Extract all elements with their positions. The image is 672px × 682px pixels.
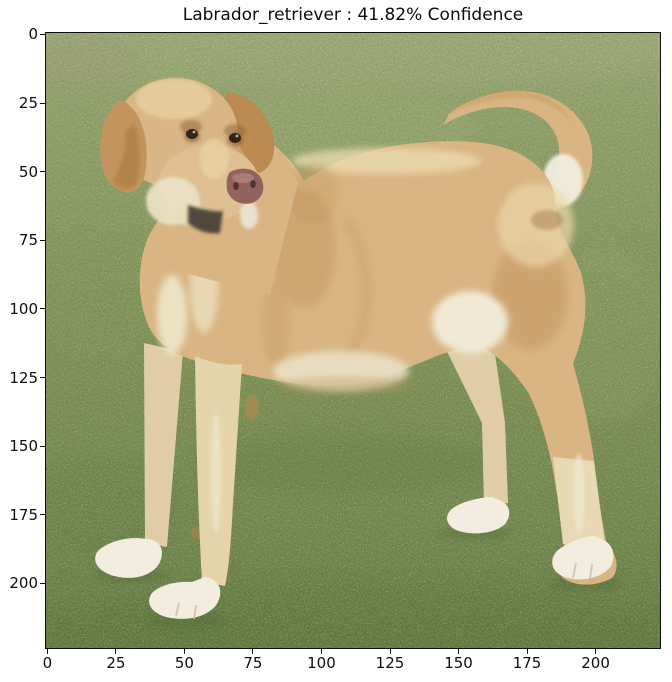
x-tick-label-75: 75	[243, 654, 263, 672]
y-tick-mark	[40, 377, 45, 379]
x-tick-mark	[252, 649, 254, 654]
y-tick-mark	[40, 514, 45, 516]
near-hind-leg	[552, 453, 614, 580]
near-front-leg	[149, 356, 259, 620]
left-nostril	[233, 182, 239, 190]
x-tick-label-125: 125	[375, 654, 405, 672]
x-tick-mark	[526, 649, 528, 654]
figure-title: Labrador_retriever : 41.82% Confidence	[182, 5, 524, 25]
y-tick-mark	[40, 102, 45, 104]
nose-sheen	[232, 173, 254, 183]
flank-white-fluff	[432, 291, 508, 353]
thigh-shading	[492, 240, 568, 350]
x-tick-mark	[458, 649, 460, 654]
far-front-paw	[95, 538, 162, 578]
right-eye	[229, 133, 241, 143]
far-front-leg	[95, 343, 199, 578]
y-tick-label-200: 200	[9, 574, 38, 593]
labrador-photo	[46, 33, 660, 648]
x-tick-label-150: 150	[444, 654, 473, 672]
x-tick-label-175: 175	[512, 654, 542, 672]
far-hind-paw	[446, 497, 510, 534]
y-tick-mark	[40, 33, 45, 35]
y-tick-label-25: 25	[18, 94, 38, 112]
chin-white	[240, 201, 258, 229]
y-tick-mark	[40, 171, 45, 173]
x-tick-mark	[183, 649, 185, 654]
y-tick-mark	[40, 445, 45, 447]
y-tick-label-50: 50	[18, 162, 38, 181]
dog-head	[99, 78, 298, 295]
x-tick-mark	[46, 649, 48, 654]
left-brow-shading	[180, 120, 202, 134]
left-eye	[186, 129, 198, 139]
near-hind-paw	[552, 536, 614, 580]
x-tick-label-200: 200	[581, 654, 610, 672]
right-brow-shading	[224, 124, 246, 138]
x-tick-mark	[320, 649, 322, 654]
leg-spot	[245, 394, 259, 420]
y-tick-label-125: 125	[9, 368, 38, 387]
x-tick-mark	[115, 649, 117, 654]
x-tick-label-25: 25	[106, 654, 126, 672]
y-tick-label-100: 100	[9, 299, 38, 318]
x-tick-mark	[595, 649, 597, 654]
leg-spot	[191, 526, 199, 540]
far-hind-leg	[436, 329, 510, 534]
x-tick-label-0: 0	[42, 654, 53, 672]
x-tick-label-100: 100	[307, 654, 336, 672]
mouth-dark-patch	[188, 205, 223, 234]
right-ear	[225, 93, 275, 173]
right-nostril	[250, 180, 256, 188]
y-tick-mark	[40, 308, 45, 310]
chest-white-blaze	[157, 275, 187, 355]
y-tick-mark	[40, 239, 45, 241]
back-highlight	[291, 148, 481, 174]
y-tick-label-0: 0	[28, 25, 38, 44]
y-tick-label-75: 75	[18, 231, 38, 250]
rib-shading	[339, 215, 373, 367]
y-tick-mark	[40, 582, 45, 584]
x-tick-mark	[389, 649, 391, 654]
near-front-paw	[149, 577, 221, 619]
left-ear-inner-shadow	[112, 123, 140, 189]
y-tick-label-175: 175	[9, 505, 38, 524]
y-tick-label-150: 150	[9, 437, 38, 456]
x-tick-label-50: 50	[174, 654, 194, 672]
plot-area	[45, 32, 661, 649]
